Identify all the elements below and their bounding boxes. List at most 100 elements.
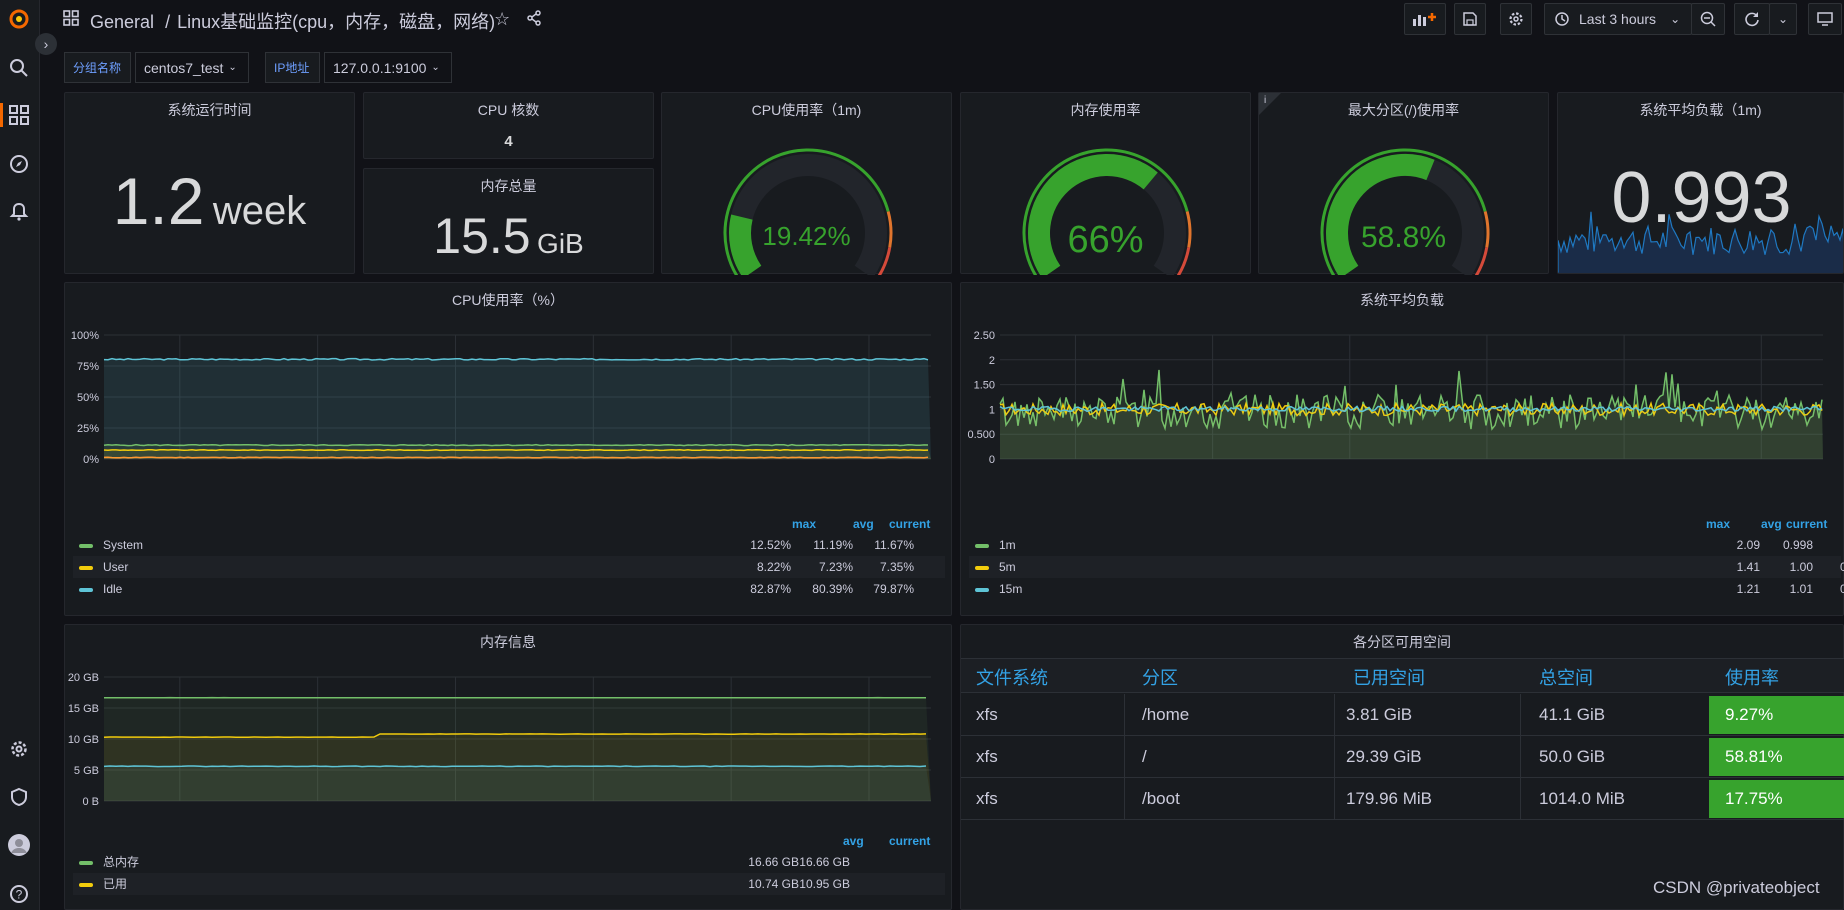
panel-title: 最大分区(/)使用率: [1347, 102, 1460, 118]
legend-row[interactable]: 15m 1.21 1.01 0.940: [969, 578, 1844, 600]
explore-compass-icon[interactable]: [7, 152, 31, 176]
cpu-usage-gauge: [723, 148, 893, 275]
server-admin-shield-icon[interactable]: [7, 785, 31, 809]
legend-color-swatch: [975, 565, 989, 570]
legend-current: 0.910: [1839, 560, 1844, 574]
group-select[interactable]: centos7_test ⌄: [135, 52, 249, 83]
breadcrumb-folder[interactable]: General: [90, 12, 155, 32]
add-panel-button[interactable]: [1404, 3, 1446, 35]
load5-area: [1000, 403, 1823, 459]
legend-color-swatch: [79, 543, 93, 548]
col-header-total[interactable]: 总空间: [1539, 668, 1593, 688]
panel-title: 内存使用率: [1070, 102, 1141, 118]
dashboard-grid-icon: [63, 10, 79, 31]
dashboard-settings-button[interactable]: [1500, 3, 1532, 35]
svg-text:?: ?: [16, 888, 23, 902]
legend-header-max: max: [792, 517, 817, 531]
refresh-button[interactable]: [1734, 3, 1770, 35]
panel-title: 系统平均负载: [1360, 292, 1444, 308]
idle-line: [103, 357, 929, 361]
dashboards-icon[interactable]: [7, 103, 31, 127]
legend-color-swatch: [79, 882, 93, 887]
dashboard-title[interactable]: Linux基础监控(cpu，内存，磁盘，网络): [177, 12, 496, 32]
column-divider: [1334, 736, 1335, 777]
star-icon[interactable]: ☆: [494, 9, 511, 29]
column-divider: [1334, 694, 1335, 735]
save-dashboard-button[interactable]: [1454, 3, 1486, 35]
breadcrumb: General / Linux基础监控(cpu，内存，磁盘，网络): [90, 8, 495, 34]
share-icon[interactable]: [526, 10, 542, 31]
tv-mode-button[interactable]: [1808, 3, 1842, 35]
panel-title: 内存信息: [480, 634, 536, 650]
gauge-value-arc: [1326, 154, 1435, 275]
legend-avg: 0.998: [1782, 538, 1813, 552]
y-tick-label: 10 GB: [68, 734, 99, 746]
col-header-usage[interactable]: 使用率: [1725, 668, 1779, 688]
time-picker-button[interactable]: Last 3 hours ⌄: [1544, 3, 1692, 35]
alerting-bell-icon[interactable]: [7, 200, 31, 224]
legend-row[interactable]: User 8.22% 7.23% 7.35%: [73, 556, 945, 578]
mem-used-area: [104, 733, 931, 801]
mem-usage-value: 66%: [1067, 219, 1144, 261]
column-divider: [1124, 736, 1125, 777]
chevron-down-icon: ⌄: [1670, 12, 1681, 26]
chevron-down-icon: ⌄: [1777, 12, 1789, 26]
chevron-down-icon: ⌄: [431, 62, 440, 73]
legend-row[interactable]: 1m2.090.9981: [969, 534, 1841, 556]
help-icon[interactable]: ?: [7, 882, 31, 906]
col-header-used[interactable]: 已用空间: [1353, 668, 1425, 688]
table-row[interactable]: [961, 736, 1844, 778]
grafana-logo-icon[interactable]: [7, 7, 31, 31]
mem-usage-gauge: [1022, 148, 1192, 275]
table-row[interactable]: [961, 694, 1844, 736]
panel-title: CPU使用率（1m): [751, 102, 862, 118]
legend-row[interactable]: 总内存 16.66 GB 16.66 GB: [73, 851, 945, 873]
legend-row[interactable]: 已用 10.74 GB 10.95 GB: [73, 873, 945, 895]
zoom-out-button[interactable]: [1691, 3, 1725, 35]
cell-usage: 58.81%: [1725, 747, 1783, 766]
cpu-usage-gauge-panel[interactable]: CPU使用率（1m) 19.42%: [661, 92, 952, 275]
load1-panel[interactable]: 系统平均负载（1m) 0.993: [1557, 92, 1844, 274]
expand-menu-chevron-icon[interactable]: ›: [35, 33, 57, 55]
load-avg-timeseries-panel[interactable]: 系统平均负载 2.5021.5010.500015:0015:3016:0016…: [960, 282, 1844, 616]
cpu-usage-timeseries-panel[interactable]: CPU使用率（%） 100%75%50%25%0%15:0015:3016:00…: [64, 282, 952, 616]
cell-used: 179.96 MiB: [1346, 789, 1432, 808]
threshold-red: [877, 247, 892, 275]
refresh-interval-dropdown[interactable]: ⌄: [1769, 3, 1797, 35]
table-row[interactable]: [961, 778, 1844, 820]
y-tick-label: 0 B: [82, 796, 99, 805]
ip-select-value: 127.0.0.1:9100: [333, 59, 427, 76]
mem-total-area: [104, 697, 931, 801]
col-header-fs[interactable]: 文件系统: [976, 668, 1048, 688]
legend-current: 11.67%: [874, 538, 914, 552]
y-tick-label: 1: [989, 404, 995, 416]
legend-current: 0.940: [1839, 582, 1844, 596]
panel-title: 内存总量: [480, 178, 537, 194]
info-icon[interactable]: i: [1264, 95, 1267, 106]
gauge-track: [729, 154, 887, 275]
mem-total-unit: GiB: [537, 228, 584, 259]
legend-header-avg: avg: [843, 834, 864, 848]
user-avatar[interactable]: [7, 833, 31, 857]
mem-usage-gauge-panel[interactable]: 内存使用率 66%: [960, 92, 1251, 275]
cpu-cores-panel[interactable]: CPU 核数 4: [363, 92, 654, 159]
cell-mount: /home: [1142, 705, 1190, 724]
legend-row[interactable]: 5m 1.41 1.00 0.910: [969, 556, 1844, 578]
y-tick-label: 0: [989, 454, 995, 463]
mem-total-panel[interactable]: 内存总量 15.5 GiB: [363, 168, 654, 274]
uptime-panel[interactable]: 系统运行时间 1.2 week: [64, 92, 355, 274]
disk-usage-gauge-panel[interactable]: i 最大分区(/)使用率 58.8%: [1258, 92, 1549, 275]
legend-row[interactable]: Idle 82.87% 80.39% 79.87%: [73, 578, 945, 600]
legend-row[interactable]: System 12.52% 11.19% 11.67%: [73, 534, 945, 556]
ip-select[interactable]: 127.0.0.1:9100 ⌄: [324, 52, 452, 83]
legend-avg: 16.66 GB: [748, 855, 799, 869]
column-divider: [1520, 736, 1521, 777]
configuration-gear-icon[interactable]: [7, 737, 31, 761]
search-icon[interactable]: [7, 56, 31, 80]
legend-color-swatch: [975, 587, 989, 592]
col-header-mount[interactable]: 分区: [1142, 668, 1178, 688]
cell-mount: /: [1142, 747, 1147, 766]
legend-avg: 1.01: [1789, 582, 1813, 596]
